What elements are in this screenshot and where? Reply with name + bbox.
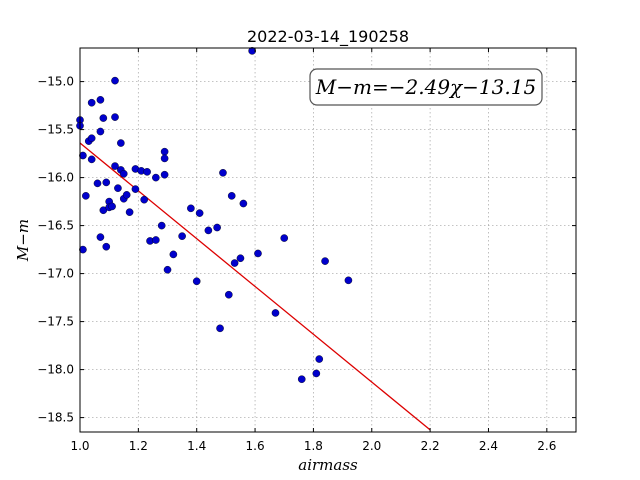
data-point (117, 139, 125, 147)
data-point (87, 98, 96, 107)
data-point (140, 195, 148, 204)
data-point (157, 221, 166, 230)
data-point (230, 259, 239, 267)
data-point (271, 309, 280, 317)
x-tick-label: 1.8 (304, 439, 323, 453)
y-tick-label: −15.5 (37, 123, 74, 137)
data-point (114, 184, 122, 192)
data-point (82, 192, 90, 200)
data-point (111, 113, 119, 121)
data-point (315, 355, 324, 363)
y-tick-label: −18.5 (37, 411, 74, 425)
data-point (108, 202, 116, 211)
y-tick-label: −16.0 (37, 171, 74, 185)
equation-box (309, 68, 543, 106)
data-point (122, 191, 131, 199)
data-point (280, 234, 289, 242)
fit-equation: M−m=−2.49χ−13.15 (315, 75, 536, 99)
data-point (125, 208, 134, 216)
data-point (160, 147, 169, 156)
x-tick-label: 2.0 (362, 439, 381, 453)
data-point (321, 257, 329, 265)
data-point (143, 168, 151, 176)
data-point (192, 277, 201, 286)
data-point (254, 249, 262, 258)
y-tick-label: −17.5 (37, 315, 74, 329)
chart-title: 2022-03-14_190258 (247, 27, 409, 47)
data-point (102, 178, 111, 187)
x-axis-label: airmass (298, 456, 358, 474)
data-point (312, 369, 321, 378)
data-point (93, 179, 102, 188)
data-point (160, 154, 169, 163)
data-point (152, 173, 160, 182)
data-point (169, 250, 178, 259)
data-point (119, 169, 128, 178)
x-tick-label: 2.6 (537, 439, 556, 453)
plot-frame (79, 47, 577, 433)
x-tick-label: 1.0 (70, 439, 89, 453)
data-point (178, 232, 186, 240)
data-point (213, 223, 221, 232)
y-axis-label: M−m (14, 219, 32, 262)
data-point (96, 96, 105, 104)
data-point (131, 185, 140, 193)
data-point (204, 226, 213, 235)
axis-ticks: 1.0 1.2 1.4 1.6 1.8 2.0 2.2 2.4 2.6 −15.0 −15.5 −16… (37, 48, 576, 453)
data-point (111, 162, 119, 170)
data-point (96, 127, 105, 136)
data-point (187, 204, 195, 213)
data-point (224, 290, 233, 299)
data-point (248, 47, 256, 55)
x-tick-label: 1.2 (129, 439, 148, 453)
data-point (79, 151, 87, 160)
data-point (160, 170, 169, 179)
data-point (111, 76, 119, 85)
data-point (96, 233, 105, 241)
data-point (87, 134, 96, 143)
y-tick-label: −16.5 (37, 219, 74, 233)
data-point (102, 242, 111, 251)
y-tick-label: −17.0 (37, 267, 74, 281)
data-point (163, 265, 172, 274)
data-point (239, 199, 248, 208)
data-point (216, 324, 224, 333)
x-tick-label: 1.4 (187, 439, 206, 453)
x-tick-label: 1.6 (246, 439, 265, 453)
y-tick-label: −15.0 (37, 75, 74, 89)
data-point (297, 375, 306, 384)
data-point (227, 192, 236, 200)
data-point (79, 245, 87, 254)
x-tick-label: 2.2 (421, 439, 440, 453)
data-point (99, 114, 108, 122)
data-point (195, 209, 204, 217)
data-point (219, 168, 227, 177)
data-points (76, 47, 353, 384)
data-point (344, 276, 353, 285)
data-point (236, 254, 245, 263)
data-point (87, 155, 96, 164)
data-point (152, 236, 160, 244)
y-tick-label: −18.0 (37, 363, 74, 377)
x-tick-label: 2.4 (479, 439, 498, 453)
